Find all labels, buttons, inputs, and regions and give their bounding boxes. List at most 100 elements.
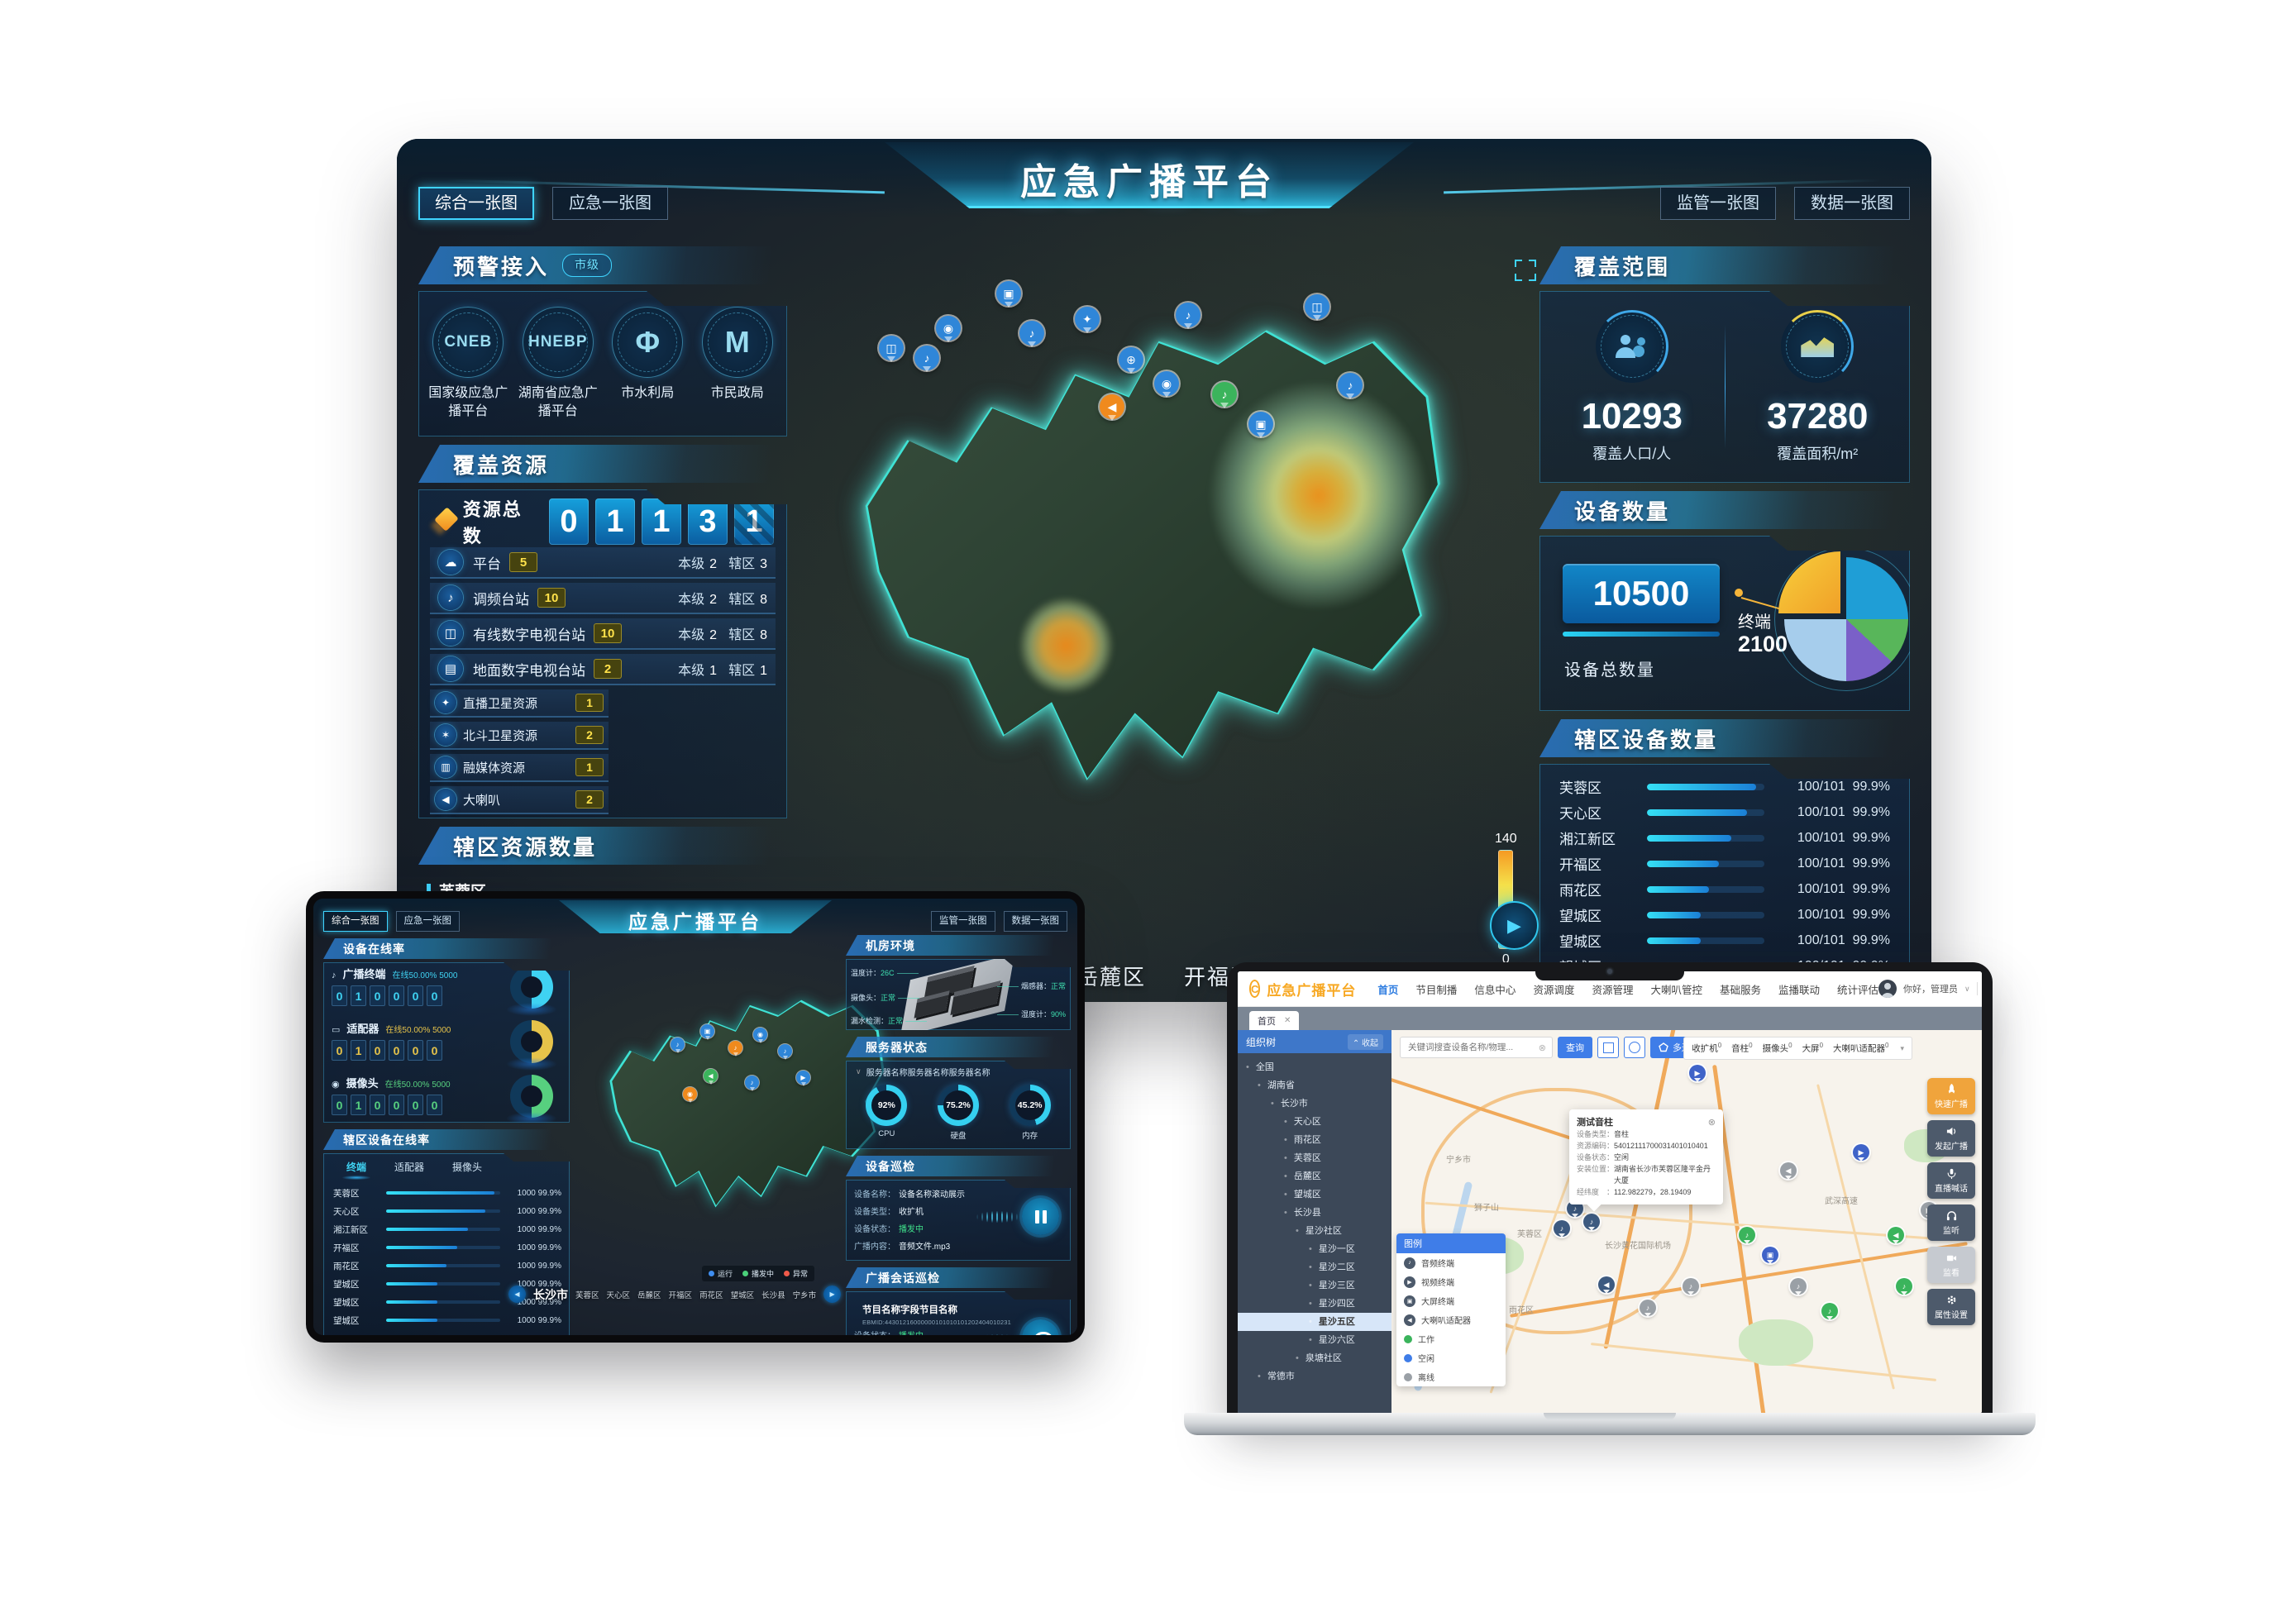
- chevron-down-icon[interactable]: ∨: [1964, 984, 1970, 993]
- listen-button[interactable]: [1022, 1319, 1059, 1335]
- search-input[interactable]: [1406, 1042, 1534, 1053]
- device-marker[interactable]: ◀: [1100, 394, 1124, 419]
- view-tab[interactable]: 数据一张图: [1794, 187, 1910, 220]
- device-marker[interactable]: ◉: [936, 316, 961, 341]
- device-marker[interactable]: ◉: [683, 1087, 697, 1101]
- device-marker[interactable]: ♪: [1583, 1214, 1600, 1230]
- prev-arrow[interactable]: ◀: [508, 1286, 526, 1303]
- nav-menu-item[interactable]: 信息中心: [1474, 984, 1516, 996]
- server-selector[interactable]: ∨ 服务器名称服务器名称服务器名称: [856, 1067, 990, 1078]
- close-icon[interactable]: ✕: [1284, 1016, 1291, 1025]
- next-arrow[interactable]: ▶: [823, 1286, 842, 1303]
- query-button[interactable]: 查询: [1558, 1037, 1592, 1058]
- device-marker[interactable]: ◉: [753, 1028, 767, 1042]
- view-tab[interactable]: 应急一张图: [552, 187, 668, 220]
- active-city[interactable]: 长沙市: [533, 1287, 568, 1301]
- nav-menu-item[interactable]: 监播联动: [1778, 984, 1821, 996]
- nav-menu-item[interactable]: 统计评估: [1837, 984, 1879, 996]
- district-button[interactable]: 天心区: [606, 1290, 631, 1300]
- device-marker[interactable]: ◫: [1305, 294, 1329, 319]
- view-tab[interactable]: 综合一张图: [418, 187, 534, 220]
- tab-home[interactable]: 首页 ✕: [1249, 1011, 1300, 1030]
- district-button[interactable]: 岳麓区: [637, 1290, 661, 1300]
- device-marker[interactable]: ♪: [1567, 1200, 1583, 1217]
- tree-node[interactable]: 星沙六区: [1238, 1331, 1391, 1349]
- chevron-down-icon[interactable]: ▾: [1900, 1043, 1904, 1052]
- tree-node[interactable]: 星沙社区: [1238, 1222, 1391, 1240]
- device-filter[interactable]: 大喇叭适配器0: [1833, 1042, 1889, 1054]
- device-marker[interactable]: ⊕: [1119, 347, 1143, 372]
- device-marker[interactable]: ♪: [745, 1076, 759, 1090]
- online-type-tab[interactable]: 终端: [346, 1162, 367, 1173]
- district-button[interactable]: 芙蓉区: [575, 1290, 599, 1300]
- tree-node[interactable]: 长沙县: [1238, 1204, 1391, 1222]
- tree-node[interactable]: 岳麓区: [1238, 1167, 1391, 1185]
- district-button[interactable]: 长沙县: [761, 1290, 785, 1300]
- district-button[interactable]: 雨花区: [699, 1290, 723, 1300]
- device-marker[interactable]: ◀: [704, 1069, 718, 1083]
- device-marker[interactable]: ♪: [1212, 382, 1237, 407]
- device-marker[interactable]: ▣: [1762, 1247, 1778, 1263]
- device-filter[interactable]: 音柱0: [1731, 1042, 1753, 1054]
- close-icon[interactable]: ⊗: [1707, 1117, 1716, 1128]
- online-type-tab[interactable]: 适配器: [394, 1162, 425, 1173]
- device-marker[interactable]: ♪: [728, 1041, 742, 1055]
- view-tab[interactable]: 应急一张图: [395, 911, 460, 932]
- circle-select-button[interactable]: [1624, 1037, 1645, 1058]
- device-marker[interactable]: ♪: [1821, 1303, 1838, 1319]
- tree-node[interactable]: 天心区: [1238, 1113, 1391, 1131]
- device-marker[interactable]: ▣: [1248, 412, 1273, 436]
- device-marker[interactable]: ♪: [914, 346, 939, 370]
- device-marker[interactable]: ♪: [1683, 1278, 1699, 1295]
- device-marker[interactable]: ▶: [796, 1071, 810, 1085]
- tree-node[interactable]: 星沙一区: [1238, 1240, 1391, 1258]
- nav-menu-item[interactable]: 首页: [1377, 984, 1399, 996]
- device-marker[interactable]: ◀: [1888, 1227, 1904, 1243]
- view-tab[interactable]: 监管一张图: [931, 911, 995, 932]
- device-marker[interactable]: ♪: [671, 1038, 685, 1052]
- device-marker[interactable]: ♪: [1739, 1227, 1755, 1243]
- tree-node[interactable]: 星沙二区: [1238, 1258, 1391, 1276]
- play-button[interactable]: ▶: [1490, 901, 1539, 950]
- tree-node[interactable]: 长沙市: [1238, 1095, 1391, 1113]
- device-marker[interactable]: ▶: [1853, 1144, 1869, 1161]
- nav-menu-item[interactable]: 资源管理: [1592, 984, 1634, 996]
- map-district-button[interactable]: 岳麓区: [1076, 965, 1147, 990]
- tree-node[interactable]: 常德市: [1238, 1367, 1391, 1386]
- device-marker[interactable]: ◉: [1154, 371, 1179, 396]
- device-marker[interactable]: ♪: [1338, 373, 1363, 398]
- property-settings-button[interactable]: 属性设置: [1927, 1289, 1975, 1325]
- device-marker[interactable]: ▶: [1689, 1065, 1706, 1081]
- online-type-tab[interactable]: 摄像头: [452, 1162, 483, 1173]
- view-tab[interactable]: 数据一张图: [1003, 911, 1067, 932]
- device-marker[interactable]: ♪: [1640, 1300, 1656, 1316]
- device-marker[interactable]: ◫: [879, 336, 904, 360]
- district-button[interactable]: 宁乡市: [792, 1290, 817, 1300]
- device-filter[interactable]: 大屏0: [1802, 1042, 1824, 1054]
- device-marker[interactable]: ♪: [1019, 321, 1044, 346]
- device-marker[interactable]: ♪: [1896, 1278, 1912, 1295]
- device-marker[interactable]: ◀: [1598, 1276, 1615, 1293]
- collapse-button[interactable]: ⌃ 收起: [1347, 1033, 1383, 1050]
- device-marker[interactable]: ▣: [996, 281, 1021, 306]
- device-marker[interactable]: ▣: [700, 1024, 714, 1038]
- start-broadcast-button[interactable]: 发起广播: [1927, 1120, 1975, 1157]
- device-marker[interactable]: ◀: [1780, 1162, 1797, 1179]
- district-button[interactable]: 望城区: [730, 1290, 755, 1300]
- listen-button[interactable]: 监听: [1927, 1204, 1975, 1241]
- quick-broadcast-button[interactable]: 快速广播: [1927, 1078, 1975, 1114]
- tree-node[interactable]: 雨花区: [1238, 1131, 1391, 1149]
- view-tab[interactable]: 综合一张图: [323, 911, 388, 932]
- tree-node[interactable]: 泉塘社区: [1238, 1349, 1391, 1367]
- live-shout-button[interactable]: 直播喊话: [1927, 1162, 1975, 1199]
- nav-menu-item[interactable]: 节目制播: [1415, 984, 1458, 996]
- tree-node[interactable]: 星沙五区: [1238, 1313, 1391, 1331]
- device-marker[interactable]: ♪: [1554, 1220, 1570, 1237]
- tree-node[interactable]: 全国: [1238, 1058, 1391, 1076]
- device-marker[interactable]: ♪: [778, 1044, 792, 1058]
- clear-search-icon[interactable]: ⊗: [1538, 1042, 1546, 1053]
- device-marker[interactable]: ✦: [1075, 307, 1100, 332]
- nav-menu-item[interactable]: 资源调度: [1533, 984, 1575, 996]
- rect-select-button[interactable]: [1597, 1037, 1619, 1058]
